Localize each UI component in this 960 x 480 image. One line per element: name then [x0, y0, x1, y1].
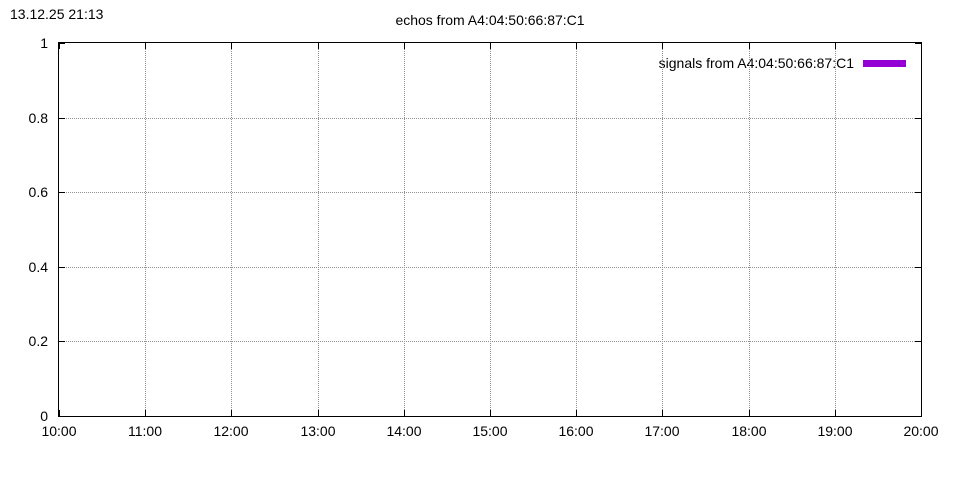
- y-tick-label: 1: [40, 35, 48, 51]
- x-tick-top: [318, 43, 319, 49]
- x-tick-top: [749, 43, 750, 49]
- x-tick-label: 20:00: [903, 423, 939, 439]
- x-tick-bottom: [231, 410, 232, 416]
- y-tick-left: [59, 192, 65, 193]
- gridline-vertical: [749, 43, 750, 416]
- x-tick-top: [231, 43, 232, 49]
- y-tick-left: [59, 416, 65, 417]
- gridline-vertical: [576, 43, 577, 416]
- gridline-horizontal: [59, 118, 921, 119]
- x-tick-bottom: [921, 410, 922, 416]
- x-tick-bottom: [404, 410, 405, 416]
- y-tick-right: [915, 43, 921, 44]
- x-tick-top: [59, 43, 60, 49]
- gridline-horizontal: [59, 267, 921, 268]
- y-tick-label: 0.8: [28, 110, 48, 126]
- gridline-vertical: [145, 43, 146, 416]
- x-tick-top: [662, 43, 663, 49]
- x-tick-label: 14:00: [386, 423, 422, 439]
- x-tick-label: 13:00: [300, 423, 336, 439]
- x-tick-label: 19:00: [817, 423, 853, 439]
- y-tick-right: [915, 416, 921, 417]
- y-tick-right: [915, 118, 921, 119]
- y-tick-right: [915, 267, 921, 268]
- x-tick-label: 18:00: [731, 423, 767, 439]
- x-tick-bottom: [145, 410, 146, 416]
- y-tick-left: [59, 118, 65, 119]
- x-tick-top: [921, 43, 922, 49]
- y-tick-label: 0: [40, 408, 48, 424]
- gridline-vertical: [404, 43, 405, 416]
- legend-series-label: signals from A4:04:50:66:87:C1: [658, 55, 854, 71]
- x-tick-label: 15:00: [472, 423, 508, 439]
- y-tick-label: 0.2: [28, 333, 48, 349]
- x-tick-top: [835, 43, 836, 49]
- gridline-vertical: [231, 43, 232, 416]
- legend: signals from A4:04:50:66:87:C1: [659, 55, 921, 71]
- x-tick-top: [490, 43, 491, 49]
- x-tick-top: [145, 43, 146, 49]
- gridline-horizontal: [59, 341, 921, 342]
- gridline-vertical: [318, 43, 319, 416]
- x-tick-bottom: [576, 410, 577, 416]
- plot-timestamp: 13.12.25 21:13: [10, 6, 104, 22]
- x-tick-bottom: [318, 410, 319, 416]
- x-tick-top: [404, 43, 405, 49]
- gridline-vertical: [490, 43, 491, 416]
- y-tick-left: [59, 267, 65, 268]
- y-tick-label: 0.6: [28, 184, 48, 200]
- x-tick-top: [576, 43, 577, 49]
- y-tick-left: [59, 341, 65, 342]
- x-tick-bottom: [662, 410, 663, 416]
- x-tick-label: 12:00: [213, 423, 249, 439]
- gridline-vertical: [835, 43, 836, 416]
- legend-line-sample: [863, 59, 906, 67]
- gridline-vertical: [662, 43, 663, 416]
- x-tick-label: 16:00: [558, 423, 594, 439]
- x-tick-label: 17:00: [644, 423, 680, 439]
- x-tick-bottom: [749, 410, 750, 416]
- chart-title: echos from A4:04:50:66:87:C1: [395, 12, 585, 28]
- y-tick-label: 0.4: [28, 259, 48, 275]
- y-tick-left: [59, 43, 65, 44]
- x-tick-bottom: [490, 410, 491, 416]
- plot-area: signals from A4:04:50:66:87:C1: [58, 42, 922, 417]
- y-tick-right: [915, 192, 921, 193]
- x-tick-bottom: [835, 410, 836, 416]
- x-tick-label: 11:00: [128, 423, 162, 439]
- x-tick-label: 10:00: [41, 423, 77, 439]
- gridline-horizontal: [59, 192, 921, 193]
- y-tick-right: [915, 341, 921, 342]
- x-tick-bottom: [59, 410, 60, 416]
